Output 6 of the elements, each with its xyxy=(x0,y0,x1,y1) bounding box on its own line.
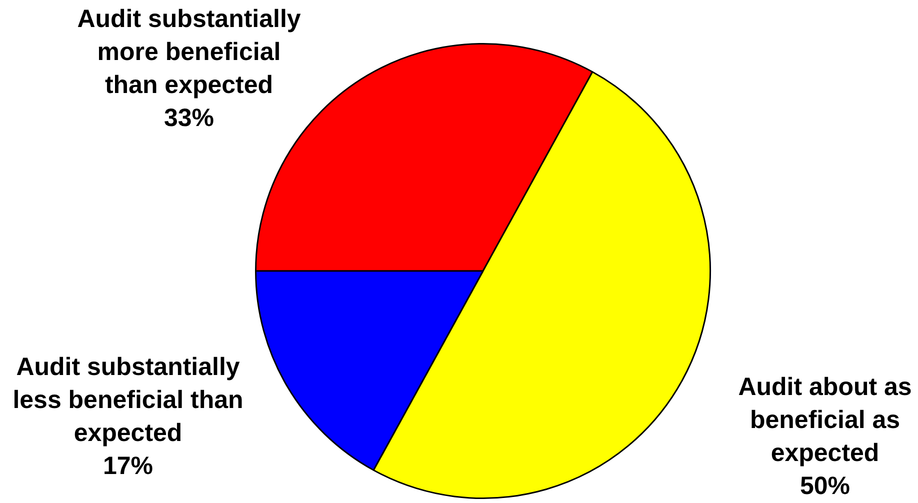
data-label: 50% xyxy=(800,472,850,500)
data-label: 17% xyxy=(102,452,154,480)
slice-label: Audit substantially less beneficial than expected xyxy=(12,353,244,447)
data-label: 33% xyxy=(164,104,214,132)
slice-label: Audit about as beneficial as expected xyxy=(738,373,912,467)
slice-label: Audit substantially more beneficial than expected xyxy=(77,5,301,99)
